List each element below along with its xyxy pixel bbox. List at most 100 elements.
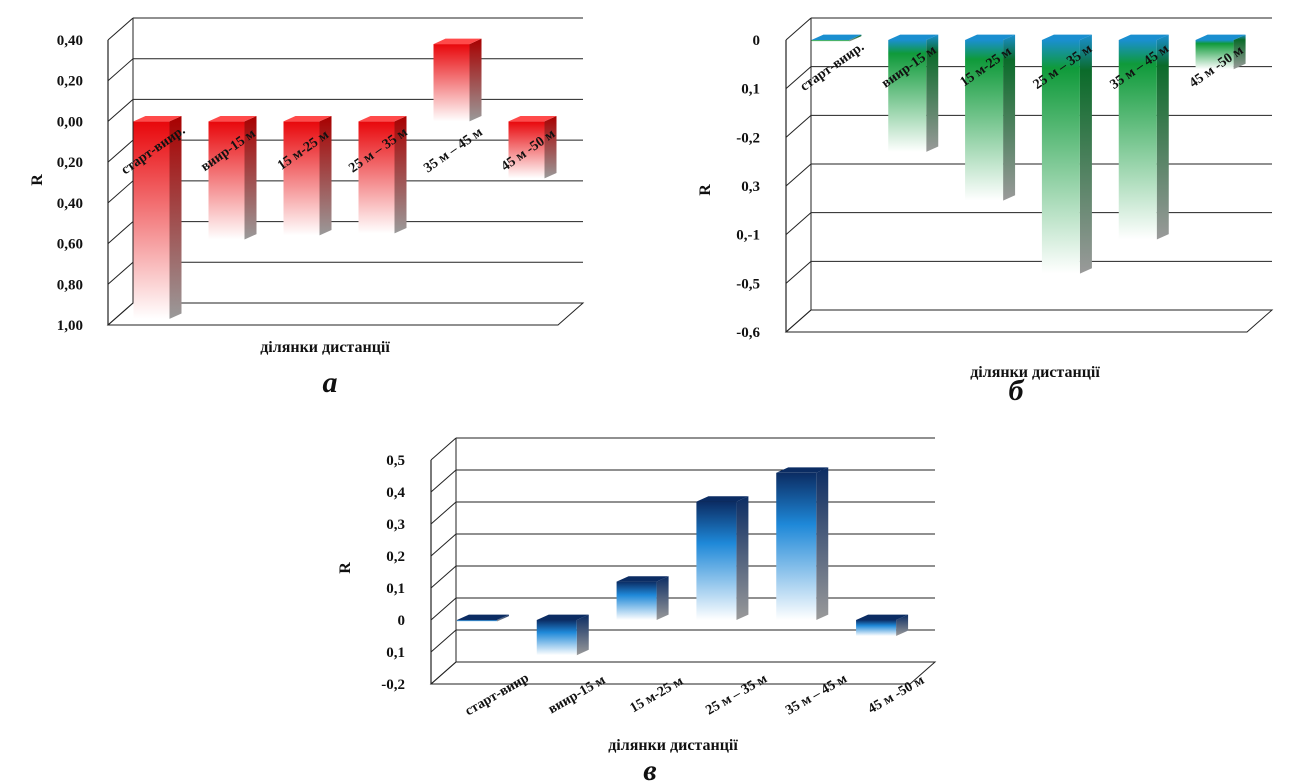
gridline-depth bbox=[107, 139, 134, 163]
bars: старт-виир. виир-15 м 15 м-25 м 25 м – 35 м… bbox=[119, 38, 559, 319]
bar bbox=[536, 614, 589, 656]
y-tick-label: 0 bbox=[398, 613, 406, 629]
bar-front bbox=[811, 40, 850, 42]
bar-top bbox=[888, 34, 939, 40]
y-tick-label: 0,5 bbox=[386, 453, 405, 469]
x-category-label: 45 м -50 м bbox=[866, 673, 928, 717]
bar-front bbox=[283, 121, 320, 236]
bar-top bbox=[456, 614, 509, 620]
bar bbox=[616, 576, 669, 620]
gridline-depth bbox=[430, 565, 457, 589]
x-axis-title: ділянки дистанції bbox=[260, 339, 390, 356]
bar-top bbox=[1118, 34, 1169, 40]
x-category-label: виир-15 м bbox=[546, 672, 609, 717]
gridline-depth bbox=[430, 501, 457, 525]
bar bbox=[1041, 34, 1092, 274]
floor bbox=[429, 661, 937, 685]
bar-side bbox=[244, 116, 257, 240]
axes: 0,40 0,20 0,00 0,20 0,40 0,60 0,80 1,00 bbox=[57, 17, 585, 334]
gridline-depth bbox=[785, 66, 812, 90]
bar bbox=[433, 38, 482, 122]
y-tick-label: 0,20 bbox=[57, 74, 83, 90]
bars: старт-виир виир-15 м 15 м-25 м 25 м – 35 м 3… bbox=[456, 467, 928, 720]
bar-side bbox=[576, 614, 589, 656]
bar bbox=[811, 34, 862, 42]
x-category-label: старт-виир bbox=[463, 671, 532, 720]
y-tick-label: -0,2 bbox=[381, 677, 405, 693]
bar-top bbox=[283, 116, 332, 122]
bar bbox=[1195, 34, 1246, 70]
bar bbox=[358, 116, 407, 234]
y-tick-label: 0,1 bbox=[741, 82, 760, 98]
bar-side bbox=[544, 116, 557, 179]
panel-letter: а bbox=[323, 366, 338, 399]
y-tick-label: 0,20 bbox=[57, 155, 83, 171]
bar-front bbox=[536, 620, 577, 656]
bar-top bbox=[536, 614, 589, 620]
y-tick-label: 0,60 bbox=[57, 237, 83, 253]
bar-side bbox=[496, 614, 509, 622]
bar-top bbox=[133, 116, 182, 122]
bar-side bbox=[926, 34, 939, 152]
gridline-depth bbox=[107, 221, 134, 244]
axes: 0 0,1 -0,2 0,3 0,-1 -0,5 -0,6 bbox=[736, 17, 1274, 341]
panel-letter: в bbox=[643, 754, 656, 784]
gridline-depth bbox=[785, 212, 812, 236]
bar-side bbox=[656, 576, 669, 620]
bar-side bbox=[849, 34, 862, 42]
y-tick-label: 0,1 bbox=[386, 581, 405, 597]
bar-front bbox=[856, 620, 897, 636]
bar-front bbox=[965, 40, 1004, 201]
bar-top bbox=[1195, 34, 1246, 40]
chart-panel-a: 0,40 0,20 0,00 0,20 0,40 0,60 0,80 1,00 старт-ви… bbox=[29, 17, 585, 399]
y-tick-label: -0,6 bbox=[736, 325, 760, 341]
bar-front bbox=[508, 121, 545, 179]
bar-side bbox=[1233, 34, 1246, 70]
gridline-depth bbox=[430, 629, 457, 653]
bar-side bbox=[394, 116, 407, 234]
bar-front bbox=[358, 121, 395, 234]
y-tick-label: -0,5 bbox=[736, 276, 760, 292]
chart-panel-b: 0 0,1 -0,2 0,3 0,-1 -0,5 -0,6 старт-виир. виир-1… bbox=[697, 17, 1274, 407]
y-tick-label: 0,80 bbox=[57, 277, 83, 293]
y-tick-label: 0,00 bbox=[57, 114, 83, 130]
bar-side bbox=[469, 38, 482, 122]
bar-front bbox=[888, 40, 927, 152]
bar-top bbox=[811, 34, 862, 40]
axes: 0,5 0,4 0,3 0,2 0,1 0 0,1 -0,2 bbox=[381, 437, 937, 693]
bar-side bbox=[1156, 34, 1169, 240]
x-axis-title: ділянки дистанції bbox=[608, 737, 738, 754]
x-axis-title: ділянки дистанції bbox=[970, 364, 1100, 381]
bar-top bbox=[508, 116, 557, 122]
bar bbox=[965, 34, 1016, 201]
y-tick-label: 0,3 bbox=[386, 517, 405, 533]
bars: старт-виир. виир-15 м 15 м-25 м 25 м – 35 м… bbox=[798, 34, 1247, 274]
y-axis-title: R bbox=[337, 562, 354, 574]
y-tick-label: 0,1 bbox=[386, 645, 405, 661]
bar-front bbox=[133, 121, 170, 319]
y-tick-label: 0 bbox=[753, 33, 761, 49]
bar-front bbox=[456, 620, 497, 622]
bar bbox=[133, 116, 182, 319]
x-category-label: 35 м – 45 м bbox=[421, 125, 486, 177]
gridline-depth bbox=[107, 261, 134, 285]
bar-top bbox=[208, 116, 257, 122]
bar-side bbox=[319, 116, 332, 236]
gridline-depth bbox=[785, 114, 812, 138]
bar-side bbox=[896, 614, 909, 636]
y-axis-title: R bbox=[697, 184, 714, 196]
bar bbox=[1118, 34, 1169, 240]
y-tick-label: 1,00 bbox=[57, 318, 83, 334]
bar-front bbox=[696, 501, 737, 620]
bar-side bbox=[1079, 34, 1092, 274]
bar-top bbox=[433, 38, 482, 45]
y-tick-label: 0,-1 bbox=[736, 228, 760, 244]
y-tick-label: 0,4 bbox=[386, 485, 405, 501]
gridline-depth bbox=[430, 437, 457, 461]
bar-front bbox=[1118, 40, 1157, 240]
bar-top bbox=[1041, 34, 1092, 40]
gridline-depth bbox=[107, 99, 134, 122]
bar-side bbox=[816, 467, 829, 620]
bar-top bbox=[965, 34, 1016, 40]
